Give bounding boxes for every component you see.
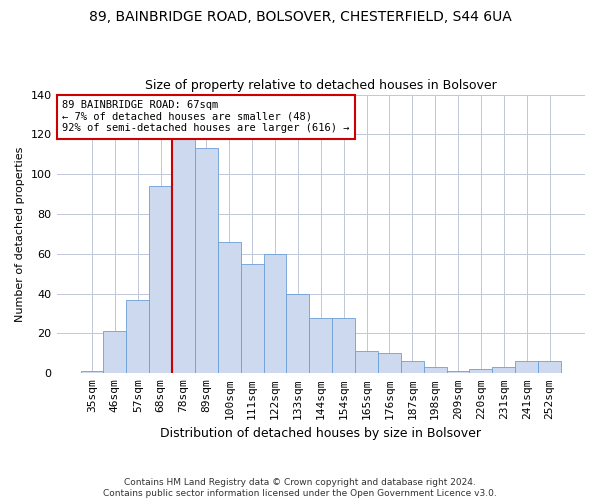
Bar: [469, 370, 493, 374]
Bar: [493, 368, 515, 374]
Bar: [332, 318, 355, 374]
Bar: [538, 362, 561, 374]
Bar: [378, 354, 401, 374]
Bar: [401, 362, 424, 374]
Bar: [446, 372, 469, 374]
Title: Size of property relative to detached houses in Bolsover: Size of property relative to detached ho…: [145, 79, 497, 92]
Bar: [241, 264, 263, 374]
Bar: [310, 318, 332, 374]
Bar: [515, 362, 538, 374]
Text: 89, BAINBRIDGE ROAD, BOLSOVER, CHESTERFIELD, S44 6UA: 89, BAINBRIDGE ROAD, BOLSOVER, CHESTERFI…: [89, 10, 511, 24]
Bar: [80, 372, 103, 374]
Bar: [218, 242, 241, 374]
Bar: [263, 254, 286, 374]
Bar: [355, 352, 378, 374]
X-axis label: Distribution of detached houses by size in Bolsover: Distribution of detached houses by size …: [160, 427, 481, 440]
Bar: [195, 148, 218, 374]
Bar: [149, 186, 172, 374]
Bar: [103, 332, 127, 374]
Bar: [127, 300, 149, 374]
Text: 89 BAINBRIDGE ROAD: 67sqm
← 7% of detached houses are smaller (48)
92% of semi-d: 89 BAINBRIDGE ROAD: 67sqm ← 7% of detach…: [62, 100, 349, 134]
Text: Contains HM Land Registry data © Crown copyright and database right 2024.
Contai: Contains HM Land Registry data © Crown c…: [103, 478, 497, 498]
Bar: [172, 138, 195, 374]
Bar: [286, 294, 310, 374]
Bar: [424, 368, 446, 374]
Y-axis label: Number of detached properties: Number of detached properties: [15, 146, 25, 322]
